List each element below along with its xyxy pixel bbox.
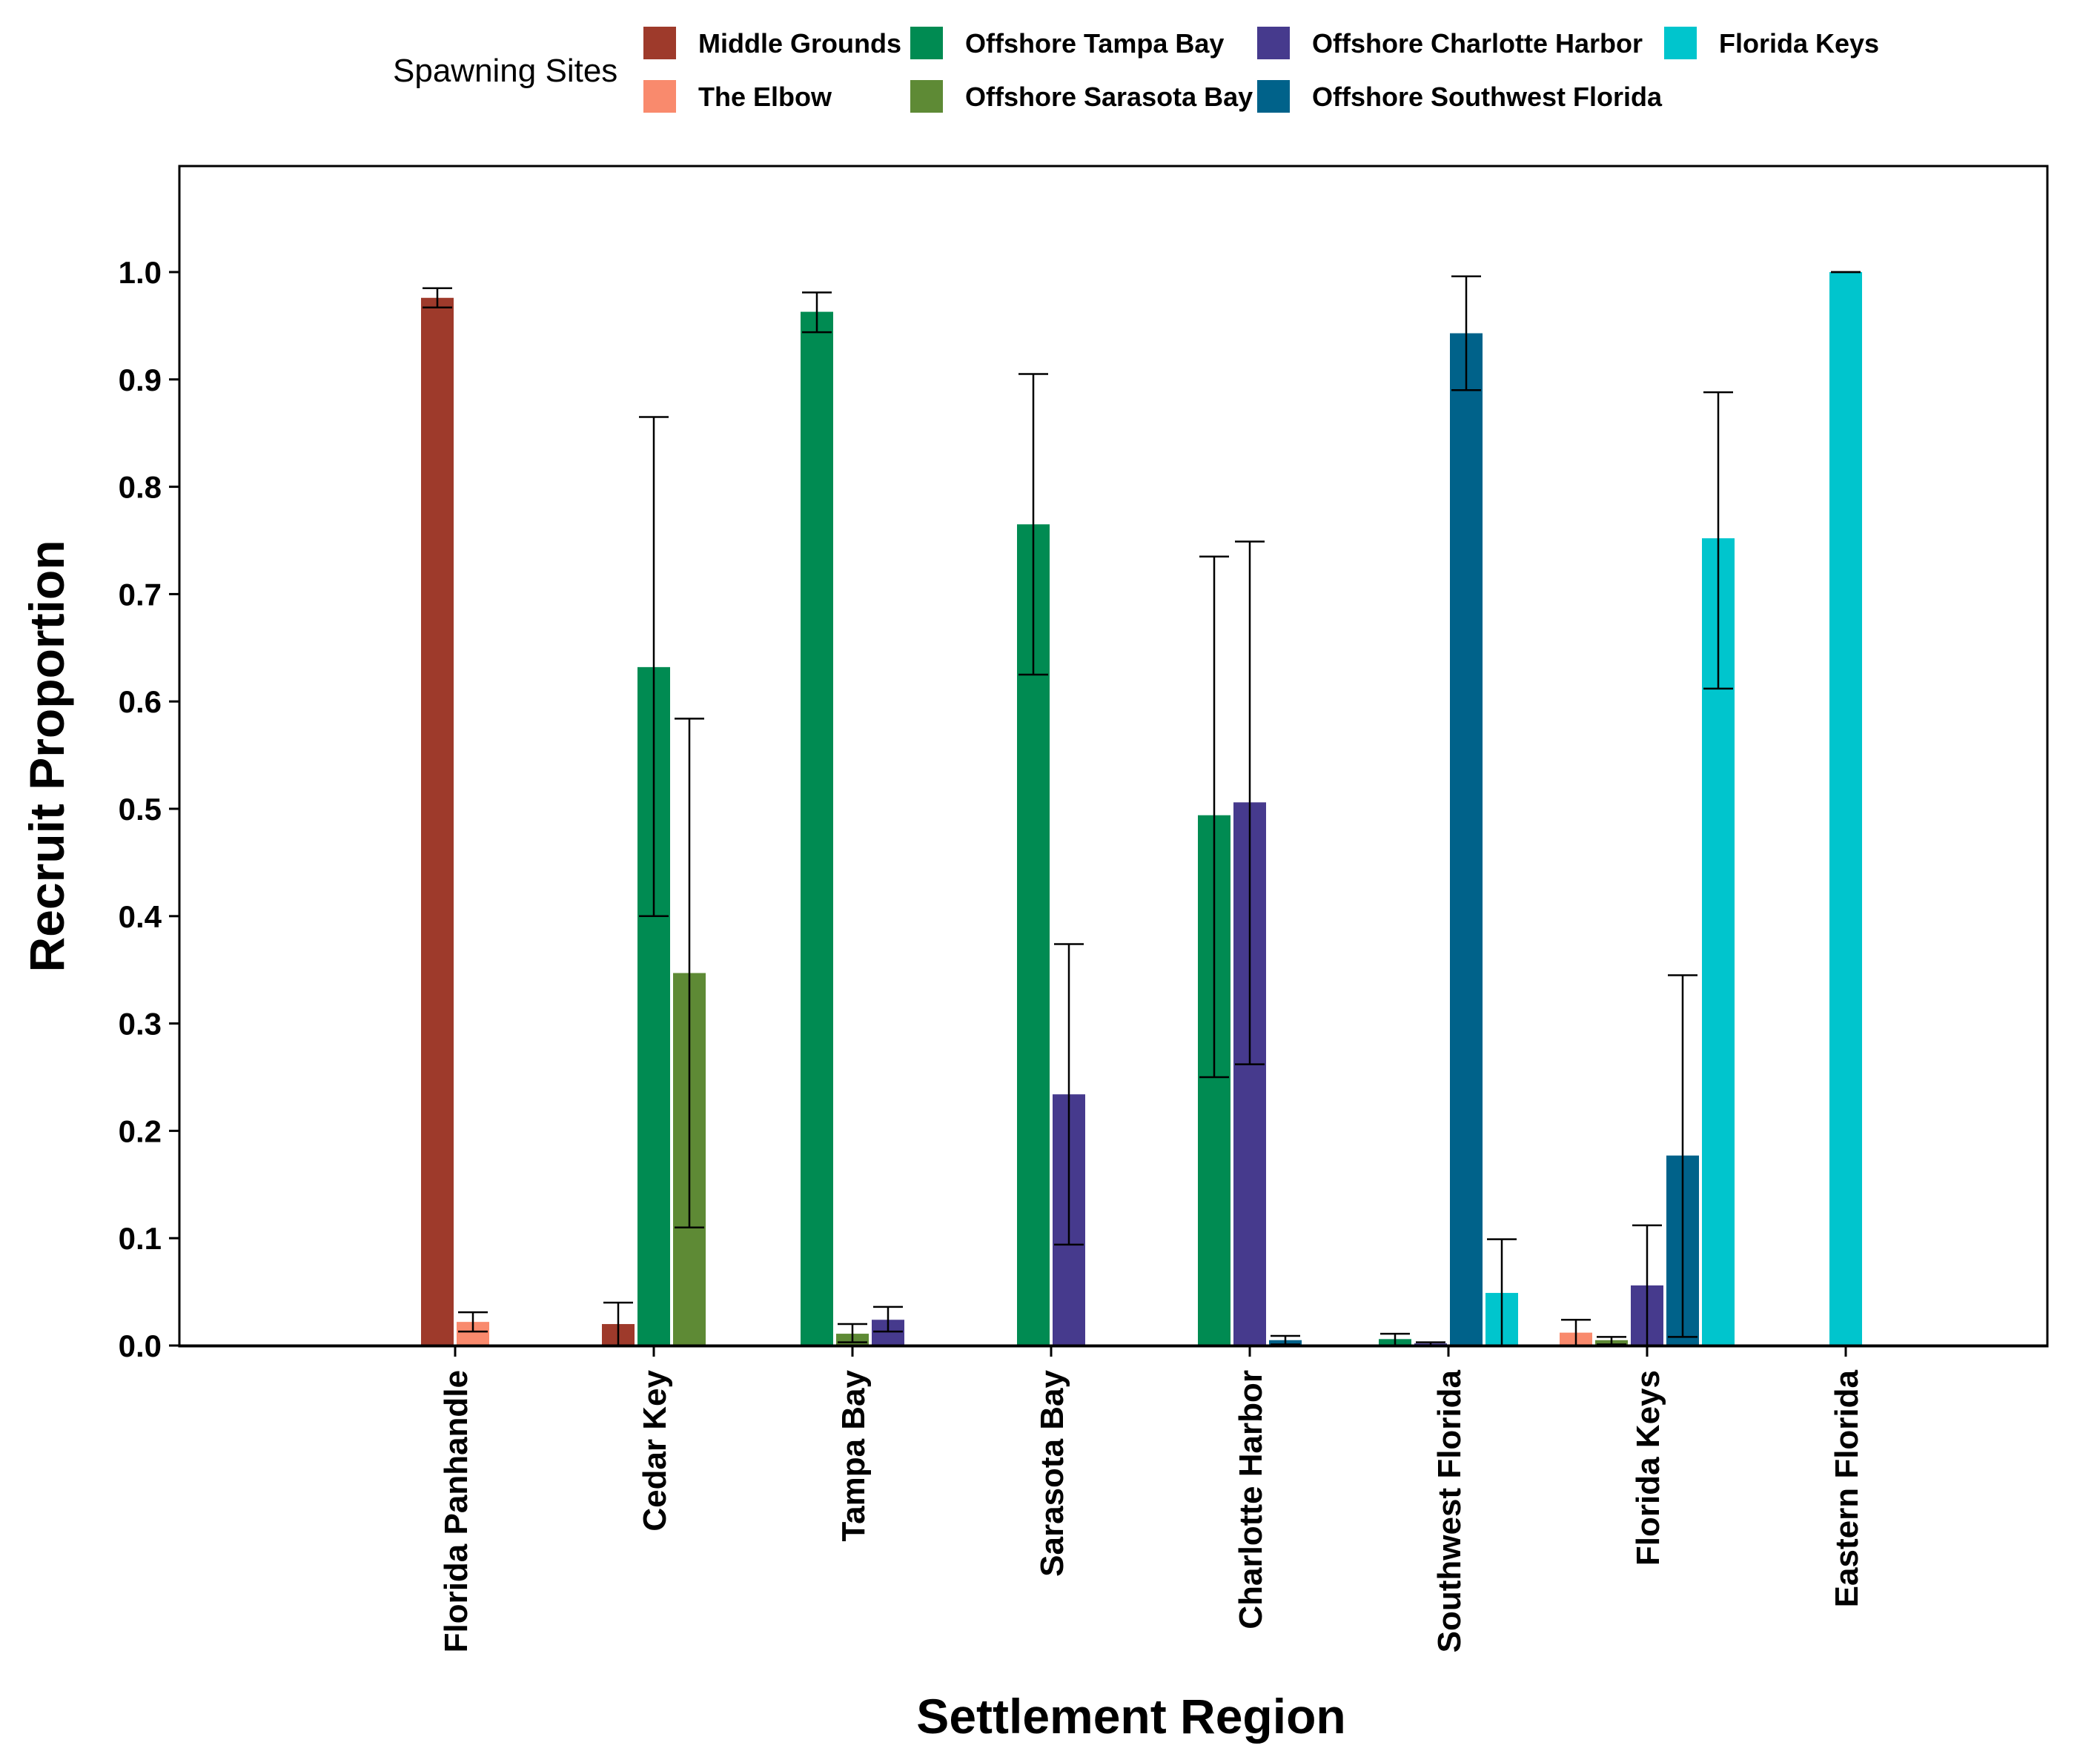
legend-swatch xyxy=(1664,27,1697,59)
legend-swatch xyxy=(910,27,943,59)
y-tick-label: 0.3 xyxy=(119,1007,162,1042)
error-bar xyxy=(838,1323,867,1343)
y-tick-label: 0.1 xyxy=(119,1221,162,1256)
legend-label: Offshore Sarasota Bay xyxy=(965,82,1253,112)
y-tick-label: 1.0 xyxy=(119,255,162,290)
legend-item: Offshore Charlotte Harbor xyxy=(1257,27,1643,59)
error-bar xyxy=(1451,275,1481,391)
x-axis: Florida Panhandle Cedar Key Tampa Bay Saras… xyxy=(438,1346,1865,1652)
legend-item: Offshore Southwest Florida xyxy=(1257,80,1663,113)
y-tick-label: 0.7 xyxy=(119,577,162,612)
bar xyxy=(1450,333,1483,1346)
error-bar xyxy=(1054,943,1084,1246)
error-bar xyxy=(1668,974,1697,1338)
bar xyxy=(421,297,454,1346)
x-category-label: Charlotte Harbor xyxy=(1233,1370,1269,1629)
error-bar xyxy=(1018,373,1048,676)
y-axis-title: Recruit Proportion xyxy=(19,540,74,972)
bar xyxy=(801,311,833,1346)
legend-title: Spawning Sites xyxy=(393,53,617,89)
legend-item: The Elbow xyxy=(643,80,832,113)
legend-swatch xyxy=(910,80,943,113)
legend-label: Offshore Southwest Florida xyxy=(1312,82,1663,112)
x-category-label: Southwest Florida xyxy=(1431,1369,1468,1652)
plot-frame xyxy=(178,165,2049,1348)
error-bar xyxy=(675,718,704,1228)
y-tick-label: 0.2 xyxy=(119,1113,162,1148)
legend-label: Florida Keys xyxy=(1719,28,1879,59)
legend-label: Offshore Tampa Bay xyxy=(965,28,1224,59)
x-category-label: Florida Keys xyxy=(1630,1370,1666,1566)
error-bar xyxy=(1703,391,1733,690)
error-bar xyxy=(873,1305,903,1333)
x-category-label: Florida Panhandle xyxy=(438,1370,474,1652)
error-bar xyxy=(639,416,669,918)
legend-label: Middle Grounds xyxy=(698,28,901,59)
x-category-label: Eastern Florida xyxy=(1829,1369,1865,1607)
error-bar xyxy=(1235,540,1265,1065)
bars xyxy=(421,272,1862,1346)
legend-item: Middle Grounds xyxy=(643,27,901,59)
error-bar xyxy=(458,1311,488,1333)
legend-swatch xyxy=(643,27,676,59)
bar xyxy=(1829,272,1862,1346)
legend-item: Florida Keys xyxy=(1664,27,1879,59)
legend-item: Offshore Sarasota Bay xyxy=(910,80,1253,113)
y-axis: 0.0 0.1 0.2 0.3 0.4 0.5 0.6 0.7 0.8 0.9 1.0 xyxy=(119,255,179,1363)
legend-swatch xyxy=(643,80,676,113)
error-bar xyxy=(1199,555,1229,1079)
error-bar xyxy=(423,287,452,309)
y-tick-label: 0.5 xyxy=(119,792,162,827)
legend-swatch xyxy=(1257,27,1290,59)
y-tick-label: 0.8 xyxy=(119,470,162,505)
y-tick-label: 0.4 xyxy=(119,899,162,934)
legend: Spawning Sites Middle Grounds The Elbow Of… xyxy=(393,27,1879,113)
legend-label: Offshore Charlotte Harbor xyxy=(1312,28,1643,59)
legend-swatch xyxy=(1257,80,1290,113)
error-bar xyxy=(802,291,832,334)
legend-label: The Elbow xyxy=(698,82,832,112)
y-tick-label: 0.9 xyxy=(119,363,162,397)
x-category-label: Tampa Bay xyxy=(835,1369,872,1541)
y-tick-label: 0.0 xyxy=(119,1328,162,1363)
x-axis-title: Settlement Region xyxy=(916,1689,1345,1744)
x-category-label: Cedar Key xyxy=(637,1369,673,1531)
y-tick-label: 0.6 xyxy=(119,684,162,719)
error-bars xyxy=(423,271,1861,1347)
x-category-label: Sarasota Bay xyxy=(1034,1369,1070,1576)
legend-item: Offshore Tampa Bay xyxy=(910,27,1224,59)
